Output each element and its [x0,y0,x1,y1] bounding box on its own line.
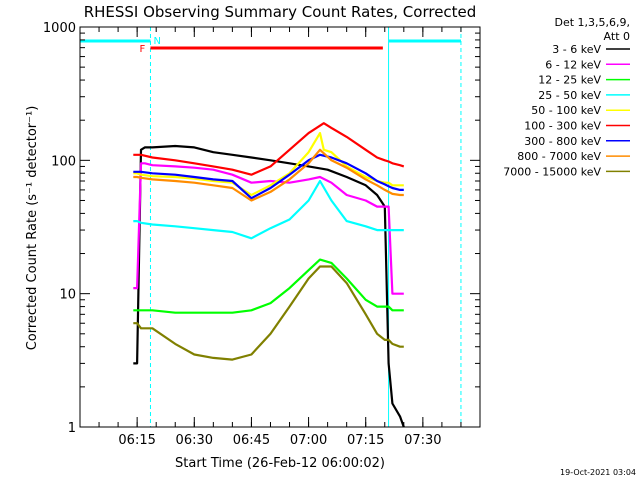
legend-label: 7000 - 15000 keV [503,165,601,178]
series-line-5 [133,132,404,197]
x-axis-label: Start Time (26-Feb-12 06:00:02) [175,456,385,471]
legend-label: 300 - 800 keV [524,135,601,148]
legend-label: 6 - 12 keV [545,58,601,71]
legend-header: Det 1,3,5,6,9, [554,16,630,29]
footer-timestamp: 19-Oct-2021 03:04 [560,468,636,477]
x-tick-label: 07:15 [347,433,384,448]
flare-label: F [139,44,145,55]
legend-label: 25 - 50 keV [538,89,601,102]
y-tick-label: 1 [68,421,76,436]
legend-label: 50 - 100 keV [531,104,601,117]
series-line-2 [133,162,404,295]
legend: Det 1,3,5,6,9,Att 03 - 6 keV 6 - 12 keV 12… [503,16,630,178]
chart-title: RHESSI Observing Summary Count Rates, Co… [84,3,477,21]
series-line-3 [133,258,404,314]
legend-label: 800 - 7000 keV [517,150,601,163]
legend-header: Att 0 [604,30,630,43]
axes-group: 1 10 100 1000 06:15 06:30 06:45 07:00 07:15 07:30 [43,21,481,448]
plot-frame [79,26,481,428]
legend-label: 3 - 6 keV [552,43,601,56]
y-tick-label: 100 [51,154,76,169]
night-label: N [153,36,160,47]
series-group [133,122,405,427]
x-tick-label: 06:45 [233,433,270,448]
x-tick-label: 07:30 [404,433,441,448]
x-tick-label: 06:30 [176,433,213,448]
series-line-4 [133,179,404,240]
series-line-7 [133,153,404,200]
night-flare-annotations: NF [80,27,462,427]
y-tick-label: 10 [59,288,76,303]
legend-label: 12 - 25 keV [538,74,601,87]
legend-label: 100 - 300 keV [524,120,601,133]
y-tick-label: 1000 [43,21,76,36]
series-line-8 [133,148,404,202]
series-line-6 [133,122,405,176]
y-axis-label: Corrected Count Rate (s⁻¹ detector⁻¹) [25,106,40,351]
x-tick-label: 07:00 [290,433,327,448]
series-line-1 [133,144,405,427]
x-tick-label: 06:15 [118,433,155,448]
series-line-9 [133,265,404,361]
